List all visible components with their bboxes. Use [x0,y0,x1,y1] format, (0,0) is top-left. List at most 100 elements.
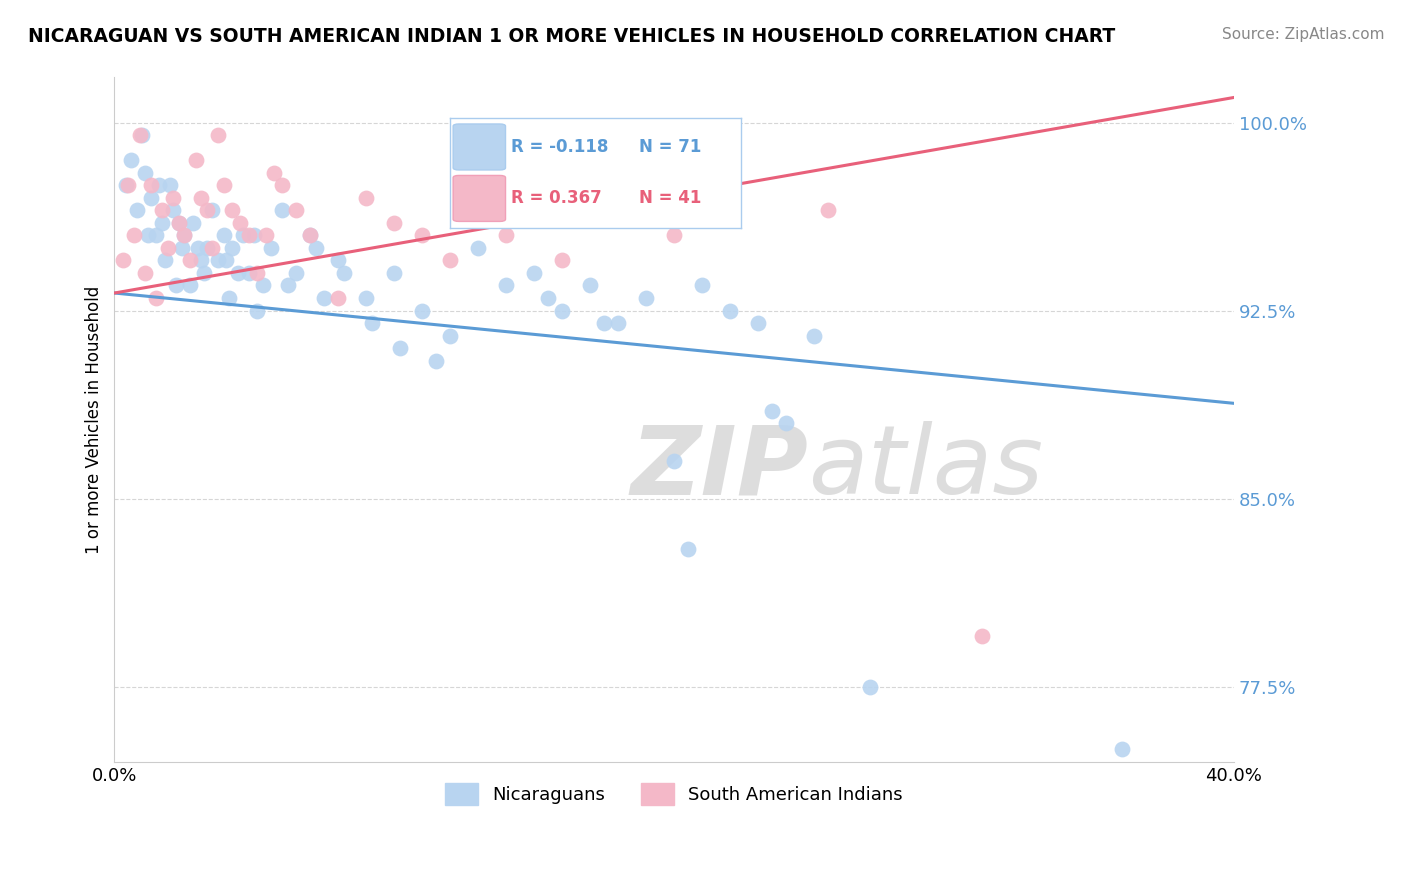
Point [212,228,235,243]
Text: Source: ZipAtlas.com: Source: ZipAtlas.com [1222,27,1385,42]
Text: atlas: atlas [808,421,1043,514]
Point [111,253,134,268]
Point [238,228,260,243]
Point [382,266,405,280]
Point [636,291,658,305]
Point [333,266,356,280]
Point [285,203,308,218]
Point [579,278,602,293]
Point [551,253,574,268]
Point [173,228,195,243]
Point [173,228,195,243]
Point [139,191,162,205]
Point [537,291,560,305]
Point [226,266,249,280]
Point [243,228,266,243]
Point [131,128,153,142]
Point [167,216,190,230]
Point [134,166,156,180]
Point [356,191,378,205]
Point [382,216,405,230]
Point [190,191,212,205]
Point [165,278,187,293]
Point [153,253,176,268]
Point [162,203,184,218]
Point [207,128,229,142]
Point [411,303,433,318]
Point [277,278,299,293]
Point [190,253,212,268]
Point [125,203,148,218]
Point [117,178,139,193]
Point [495,278,517,293]
Point [439,328,461,343]
Point [299,228,322,243]
Text: ZIP: ZIP [630,421,808,514]
Point [148,178,170,193]
Point [218,291,240,305]
Point [114,178,136,193]
Point [761,404,783,418]
Point [221,241,243,255]
Point [134,266,156,280]
Point [215,253,238,268]
Point [747,316,769,330]
Point [859,680,882,694]
Point [718,303,741,318]
Point [356,291,378,305]
Text: NICARAGUAN VS SOUTH AMERICAN INDIAN 1 OR MORE VEHICLES IN HOUSEHOLD CORRELATION : NICARAGUAN VS SOUTH AMERICAN INDIAN 1 OR… [28,27,1115,45]
Point [139,178,162,193]
Y-axis label: 1 or more Vehicles in Household: 1 or more Vehicles in Household [86,285,103,554]
Point [229,216,252,230]
Point [328,253,350,268]
Point [122,228,145,243]
Point [271,178,294,193]
Point [593,141,616,155]
Point [201,241,224,255]
Point [187,241,209,255]
Point [328,291,350,305]
Point [314,291,336,305]
Point [411,228,433,243]
Point [775,417,797,431]
Point [271,203,294,218]
Point [170,241,193,255]
Point [1111,742,1133,756]
Point [179,278,201,293]
Point [246,266,269,280]
Point [285,266,308,280]
Point [184,153,207,168]
Point [551,303,574,318]
Point [360,316,382,330]
Point [593,316,616,330]
Point [305,241,328,255]
Point [181,216,204,230]
Point [481,203,503,218]
Point [690,278,713,293]
Point [523,191,546,205]
Point [263,166,285,180]
Point [254,228,277,243]
Point [156,241,179,255]
Point [221,203,243,218]
Point [299,228,322,243]
Point [212,178,235,193]
Point [238,266,260,280]
Point [167,216,190,230]
Point [621,203,644,218]
Point [662,454,685,468]
Point [523,266,546,280]
Point [803,328,825,343]
Point [195,241,218,255]
Point [179,253,201,268]
Point [201,203,224,218]
Point [150,216,173,230]
Point [388,341,411,355]
Point [128,128,150,142]
Point [662,228,685,243]
Point [425,353,447,368]
Point [467,241,489,255]
Point [193,266,215,280]
Point [260,241,283,255]
Point [970,629,993,643]
